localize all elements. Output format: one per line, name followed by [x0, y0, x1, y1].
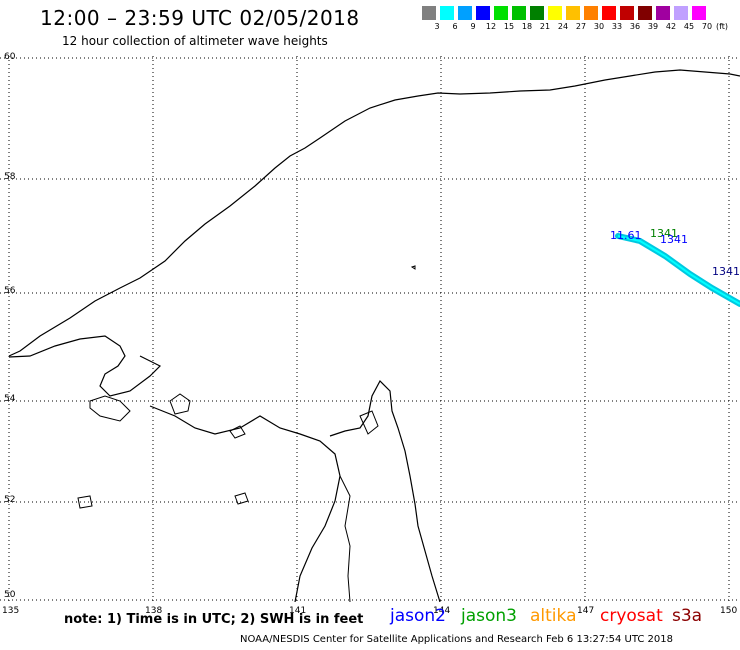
wave-label: 1341 — [660, 233, 688, 246]
legend-unit: (ft) — [716, 22, 729, 31]
page-subtitle: 12 hour collection of altimeter wave hei… — [62, 34, 328, 48]
satellite-jason3: jason3 — [461, 606, 517, 626]
island-small — [169, 393, 191, 415]
legend-swatch — [494, 6, 508, 20]
footer-credit: NOAA/NESDIS Center for Satellite Applica… — [240, 634, 673, 645]
legend-label: 33 — [611, 22, 623, 31]
legend-label: 3 — [434, 22, 440, 31]
satellite-altika: altika — [530, 606, 577, 626]
legend-swatch — [458, 6, 472, 20]
legend-label: 39 — [647, 22, 659, 31]
satellite-cryosat: cryosat — [600, 606, 663, 626]
coastline-west — [8, 335, 162, 397]
legend-label: 21 — [539, 22, 551, 31]
island-cluster — [77, 425, 249, 509]
coastline-south-mainland — [149, 405, 341, 602]
legend-label: 42 — [665, 22, 677, 31]
legend-swatch — [656, 6, 670, 20]
legend-label: 18 — [521, 22, 533, 31]
wave-label: 11.61 — [610, 229, 642, 242]
lon-tick: 135 — [2, 606, 20, 616]
coastline-north — [8, 69, 740, 357]
altimeter-track-edge — [617, 235, 740, 305]
legend-label: 30 — [593, 22, 605, 31]
legend-swatch — [440, 6, 454, 20]
legend-swatch — [476, 6, 490, 20]
lat-tick: 58 — [4, 172, 16, 182]
legend-label: 70 — [701, 22, 713, 31]
legend-swatch — [422, 6, 436, 20]
coastline-sakhalin-west — [339, 475, 351, 602]
map-area — [0, 56, 740, 602]
legend-swatch — [674, 6, 688, 20]
coastline-sakhalin — [329, 380, 441, 602]
legend-swatch — [620, 6, 634, 20]
satellite-s3a: s3a — [672, 606, 703, 626]
legend-swatch — [566, 6, 580, 20]
lat-tick: 56 — [4, 286, 16, 296]
legend-label: 36 — [629, 22, 641, 31]
graticule — [0, 56, 740, 602]
page-title: 12:00 – 23:59 UTC 02/05/2018 — [40, 6, 360, 30]
lat-tick: 50 — [4, 590, 16, 600]
legend-swatch — [584, 6, 598, 20]
lat-tick: 52 — [4, 495, 16, 505]
legend-label: 9 — [470, 22, 476, 31]
legend-swatch — [602, 6, 616, 20]
legend-swatch — [512, 6, 526, 20]
legend-swatch — [530, 6, 544, 20]
legend-swatch — [692, 6, 706, 20]
lon-tick: 150 — [720, 606, 738, 616]
legend-label: 24 — [557, 22, 569, 31]
lon-tick: 138 — [145, 606, 163, 616]
island-tiny — [410, 265, 416, 270]
satellite-jason2: jason2 — [390, 606, 446, 626]
island-sakhalin-north — [359, 410, 379, 435]
legend-label: 6 — [452, 22, 458, 31]
legend-swatch — [638, 6, 652, 20]
legend-label: 12 — [485, 22, 497, 31]
footer-note: note: 1) Time is in UTC; 2) SWH is in fe… — [64, 612, 364, 627]
island-shantar — [89, 395, 131, 422]
legend-swatch — [548, 6, 562, 20]
lon-tick: 144 — [433, 606, 451, 616]
lon-tick: 141 — [289, 606, 307, 616]
lat-tick: 54 — [4, 394, 16, 404]
legend-label: 45 — [683, 22, 695, 31]
wave-label: 1341 — [650, 227, 678, 240]
lon-tick: 147 — [577, 606, 595, 616]
legend-label: 27 — [575, 22, 587, 31]
lat-tick: 60 — [4, 52, 16, 62]
legend-label: 15 — [503, 22, 515, 31]
wave-label: 1341 — [712, 265, 740, 278]
